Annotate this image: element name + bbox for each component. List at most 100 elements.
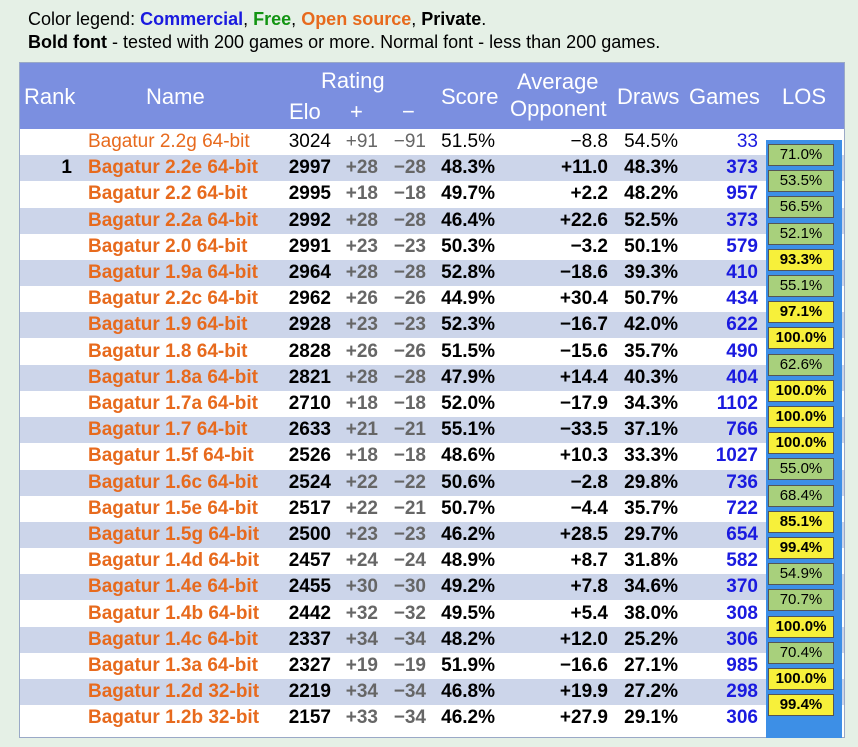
cell-games[interactable]: 736 [726,471,758,493]
cell-name[interactable]: Bagatur 1.7a 64-bit [88,393,258,414]
cell-minus: −26 [393,288,426,310]
cell-name[interactable]: Bagatur 1.9a 64-bit [88,262,258,283]
cell-games[interactable]: 370 [726,576,758,598]
legend-sep: , [243,9,254,29]
table-row: Bagatur 2.0 64-bit 2991 +23 −23 50.3% −3.2 50.… [20,234,844,260]
cell-games[interactable]: 373 [726,157,758,179]
cell-games[interactable]: 654 [726,524,758,545]
cell-name[interactable]: Bagatur 2.2g 64-bit [88,131,250,152]
cell-name[interactable]: Bagatur 1.4b 64-bit [88,602,260,624]
los-cell: 100.0% [768,615,834,638]
los-cell: 70.4% [768,641,834,664]
table-row: Bagatur 2.2 64-bit 2995 +18 −18 49.7% +2.2 48.… [20,181,844,207]
cell-name[interactable]: Bagatur 2.2a 64-bit [88,209,258,231]
header-games[interactable]: Games [689,84,760,109]
table-row: Bagatur 1.5e 64-bit 2517 +22 −21 50.7% −4.4 35… [20,496,844,522]
cell-name[interactable]: Bagatur 1.8 64-bit [88,340,248,362]
cell-opp: −15.6 [559,340,608,362]
cell-games[interactable]: 985 [726,655,758,676]
cell-draws: 33.3% [624,445,678,467]
cell-games[interactable]: 722 [726,497,758,519]
cell-minus: −34 [393,681,426,703]
header-minus[interactable]: − [402,99,415,124]
cell-name[interactable]: Bagatur 2.2c 64-bit [88,288,258,310]
table-row: Bagatur 1.5f 64-bit 2526 +18 −18 48.6% +10.3 3… [20,443,844,469]
header-elo[interactable]: Elo [289,99,321,124]
cell-games[interactable]: 579 [726,235,758,257]
cell-elo: 2828 [288,340,331,362]
cell-plus: +18 [345,393,378,414]
cell-games[interactable]: 434 [726,288,758,310]
cell-name[interactable]: Bagatur 1.9 64-bit [88,314,248,336]
cell-games[interactable]: 298 [726,681,758,703]
cell-games[interactable]: 622 [726,314,758,336]
cell-games[interactable]: 490 [726,340,758,362]
header-los[interactable]: LOS [782,84,827,109]
cell-name[interactable]: Bagatur 1.4c 64-bit [88,628,258,650]
cell-name[interactable]: Bagatur 1.4e 64-bit [88,576,258,598]
cell-games[interactable]: 306 [726,628,758,650]
cell-games[interactable]: 1027 [715,445,758,467]
cell-elo: 2327 [288,655,331,676]
cell-draws: 34.3% [624,393,678,414]
cell-opp: +30.4 [559,288,608,310]
legend-bold-explain: - tested with 200 games or more. Normal … [106,32,661,52]
cell-minus: −18 [393,183,426,205]
los-cell: 100.0% [768,379,834,402]
header-score[interactable]: Score [441,84,499,109]
cell-name[interactable]: Bagatur 1.3a 64-bit [88,655,258,676]
cell-elo: 2995 [288,183,331,205]
cell-name[interactable]: Bagatur 2.0 64-bit [88,235,248,257]
cell-minus: −24 [393,550,426,572]
cell-name[interactable]: Bagatur 1.6c 64-bit [88,471,258,493]
header-rank[interactable]: Rank [24,84,76,109]
cell-name[interactable]: Bagatur 1.7 64-bit [88,419,248,441]
cell-games[interactable]: 1102 [716,393,758,414]
table-row: Bagatur 1.2d 32-bit 2219 +34 −34 46.8% +19.9 2… [20,679,844,706]
los-cell: 54.9% [768,563,834,586]
cell-name[interactable]: Bagatur 1.5e 64-bit [88,497,258,519]
cell-name[interactable]: Bagatur 1.8a 64-bit [88,366,258,388]
cell-name[interactable]: Bagatur 1.4d 64-bit [88,550,260,572]
los-cell: 99.4% [768,694,834,717]
cell-name[interactable]: Bagatur 2.2e 64-bit [88,157,258,179]
cell-games[interactable]: 306 [726,707,758,729]
cell-games[interactable]: 33 [736,131,758,152]
los-cell: 62.6% [768,353,834,376]
cell-name[interactable]: Bagatur 1.2b 32-bit [88,707,260,729]
cell-opp: +22.6 [559,209,608,231]
cell-opp: +27.9 [559,707,608,729]
cell-minus: −19 [393,655,426,676]
cell-minus: −34 [393,707,426,729]
cell-games[interactable]: 373 [726,209,758,231]
cell-plus: +33 [345,707,378,729]
header-draws[interactable]: Draws [617,84,680,109]
rating-table: Rank Name Rating Elo + − Score Average O… [19,62,845,738]
cell-elo: 2710 [288,393,331,414]
cell-draws: 42.0% [624,314,678,336]
cell-plus: +28 [345,262,378,283]
cell-games[interactable]: 410 [726,262,758,283]
cell-name[interactable]: Bagatur 1.5f 64-bit [88,445,254,467]
cell-games[interactable]: 308 [726,602,758,624]
los-cell: 68.4% [768,484,834,507]
table-row: Bagatur 1.8 64-bit 2828 +26 −26 51.5% −15.6 35… [20,339,844,365]
cell-games[interactable]: 404 [726,366,758,388]
cell-games[interactable]: 957 [726,183,758,205]
cell-minus: −32 [393,602,426,624]
cell-opp: −16.7 [559,314,608,336]
cell-name[interactable]: Bagatur 1.2d 32-bit [88,681,260,703]
header-opponent[interactable]: Opponent [510,96,607,121]
cell-games[interactable]: 582 [726,550,758,572]
cell-draws: 29.7% [624,524,678,545]
header-name[interactable]: Name [146,84,205,109]
los-cell: 71.0% [768,144,834,166]
cell-opp: −4.4 [570,497,608,519]
legend-commercial: Commercial [140,9,244,29]
cell-games[interactable]: 766 [726,419,758,441]
cell-name[interactable]: Bagatur 2.2 64-bit [88,183,248,205]
cell-draws: 35.7% [624,340,678,362]
table-row: Bagatur 1.9 64-bit 2928 +23 −23 52.3% −16.7 42… [20,312,844,339]
header-plus[interactable]: + [350,99,363,124]
cell-name[interactable]: Bagatur 1.5g 64-bit [88,524,260,545]
